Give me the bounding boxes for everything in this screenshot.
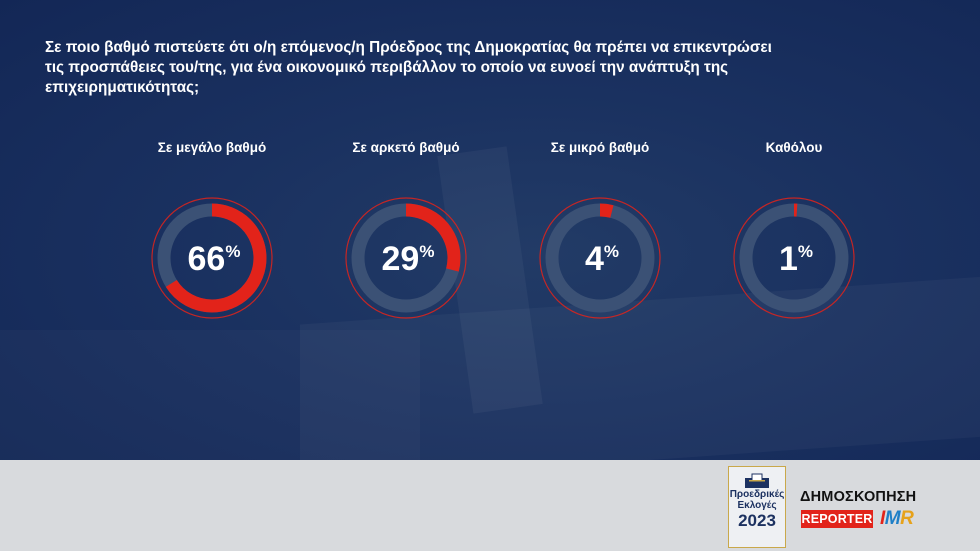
donut-svg: 66% xyxy=(151,197,273,319)
question-line: επιχειρηματικότητας; xyxy=(45,79,200,96)
donut-percent-value: 66 xyxy=(188,240,226,278)
donut-percent-value: 29 xyxy=(382,240,420,278)
donut-outer-ring xyxy=(539,197,661,319)
donut-percent-label: 66% xyxy=(188,240,241,278)
imr-logo-r: R xyxy=(900,508,914,529)
donut-chart: Σε μεγάλο βαθμό 66% xyxy=(122,138,302,328)
donut-percent-value: 1 xyxy=(779,240,798,278)
ballot-box-icon xyxy=(745,473,769,488)
donut-percent-label: 4% xyxy=(585,240,619,278)
donut-svg: 4% xyxy=(539,197,661,319)
donut-outer-ring xyxy=(345,197,467,319)
donut-percent-unit: % xyxy=(419,242,434,261)
reporter-logo: REPORTER xyxy=(801,510,873,528)
donut-percent-unit: % xyxy=(225,242,240,261)
elections-logo: Προεδρικές Εκλογές 2023 xyxy=(728,466,786,548)
donut-percent-value: 4 xyxy=(585,240,604,278)
donut-percent-label: 1% xyxy=(779,240,813,278)
donut-svg: 29% xyxy=(345,197,467,319)
background-shape xyxy=(0,330,420,460)
donut-category-label: Καθόλου xyxy=(765,140,823,155)
donut-chart: Καθόλου 1% xyxy=(704,138,884,328)
donut-chart: Σε αρκετό βαθμό 29% xyxy=(316,138,496,328)
donut-value-arc xyxy=(545,203,655,313)
donut-value-arc xyxy=(739,203,849,313)
imr-logo-i: I xyxy=(880,508,885,529)
imr-logo-m: M xyxy=(884,508,901,529)
elections-logo-line2: Εκλογές xyxy=(737,500,777,511)
main-panel: Σε ποιο βαθμό πιστεύετε ότι ο/η επόμενος… xyxy=(0,0,980,460)
donut-svg: 1% xyxy=(733,197,855,319)
imr-logo: IMR xyxy=(880,508,914,530)
donut-category-label: Σε μεγάλο βαθμό xyxy=(157,140,267,155)
elections-logo-line1: Προεδρικές xyxy=(729,489,785,500)
elections-logo-year: 2023 xyxy=(738,511,776,530)
donut-chart: Σε μικρό βαθμό 4% xyxy=(510,138,690,328)
footer: Προεδρικές Εκλογές 2023 ΔΗΜΟΣΚΟΠΗΣΗ REPO… xyxy=(0,460,980,551)
donut-outer-ring xyxy=(151,197,273,319)
donut-outer-ring xyxy=(733,197,855,319)
question-line: τις προσπάθειες του/της, για ένα οικονομ… xyxy=(45,59,729,76)
donut-percent-unit: % xyxy=(604,242,619,261)
question-text: Σε ποιο βαθμό πιστεύετε ότι ο/η επόμενος… xyxy=(45,38,905,98)
donut-percent-unit: % xyxy=(798,242,813,261)
donut-value-arc xyxy=(157,203,267,313)
donut-value-arc xyxy=(351,203,461,313)
donut-category-label: Σε μικρό βαθμό xyxy=(550,140,650,155)
donut-percent-label: 29% xyxy=(382,240,435,278)
poll-title: ΔΗΜΟΣΚΟΠΗΣΗ xyxy=(800,489,917,505)
question-line: Σε ποιο βαθμό πιστεύετε ότι ο/η επόμενος… xyxy=(45,39,772,56)
donut-category-label: Σε αρκετό βαθμό xyxy=(352,140,460,155)
